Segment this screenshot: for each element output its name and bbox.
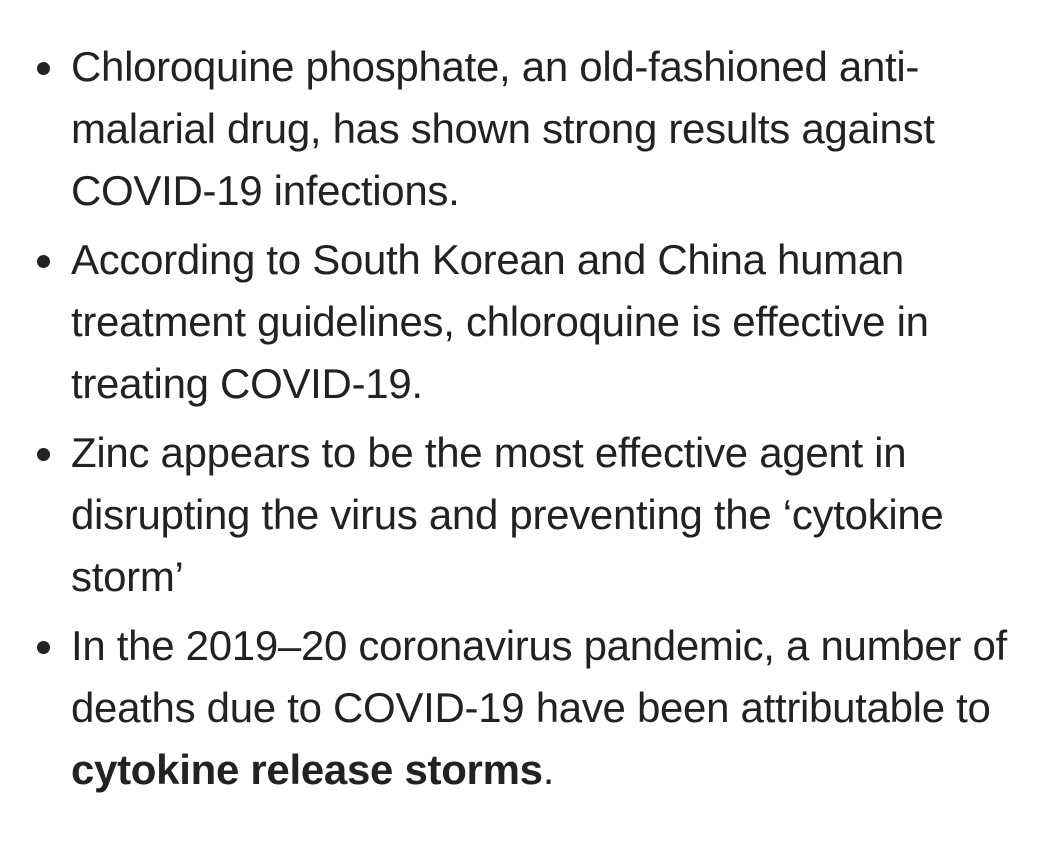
bullet-text: According to South Korean and China huma…	[71, 236, 929, 407]
bullet-dot-icon	[37, 641, 50, 654]
bullet-bold-text: cytokine release storms	[71, 746, 543, 793]
bullet-dot-icon	[37, 62, 50, 75]
bullet-text: Zinc appears to be the most effective ag…	[71, 429, 944, 600]
bullet-dot-icon	[37, 448, 50, 461]
list-item: Zinc appears to be the most effective ag…	[0, 422, 1052, 608]
bullet-dot-icon	[37, 255, 50, 268]
bullet-text-end: .	[542, 746, 555, 793]
list-item: In the 2019–20 coronavirus pandemic, a n…	[0, 615, 1052, 801]
bullet-text: Chloroquine phosphate, an old-fashioned …	[71, 43, 935, 214]
list-item: Chloroquine phosphate, an old-fashioned …	[0, 36, 1052, 222]
bullet-list: Chloroquine phosphate, an old-fashioned …	[0, 36, 1052, 808]
list-item: According to South Korean and China huma…	[0, 229, 1052, 415]
bullet-text: In the 2019–20 coronavirus pandemic, a n…	[71, 622, 1007, 731]
